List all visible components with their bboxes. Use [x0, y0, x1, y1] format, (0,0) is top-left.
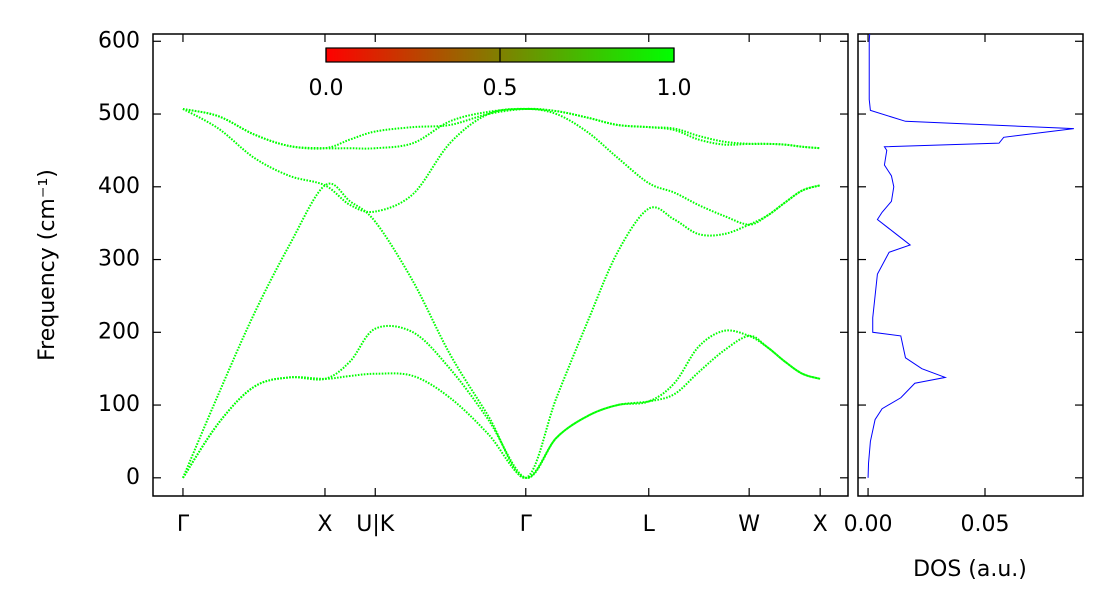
x-axis-label: DOS (a.u.) [913, 557, 1027, 582]
x-tick-label: L [643, 512, 656, 537]
y-tick-label: 200 [98, 319, 140, 344]
band-line [182, 107, 821, 226]
band-line [182, 182, 821, 479]
y-tick-label: 600 [98, 28, 140, 53]
band-frame [152, 33, 849, 497]
x-tick-label: U|K [356, 512, 395, 537]
colorbar-tick-label: 1.0 [657, 76, 692, 101]
band-line [182, 107, 821, 150]
y-tick-label: 100 [98, 392, 140, 417]
dos-x-tick-label: 0.05 [961, 512, 1010, 537]
dos-line [867, 33, 1074, 478]
y-tick-label: 500 [98, 101, 140, 126]
y-tick-label: 300 [98, 247, 140, 272]
colorbar-tick-label: 0.5 [483, 76, 518, 101]
x-tick-label: Γ [520, 512, 533, 537]
y-axis-label: Frequency (cm⁻¹) [35, 169, 60, 361]
colorbar-tick-label: 0.0 [309, 76, 344, 101]
x-tick-label: X [317, 512, 332, 537]
y-tick-label: 400 [98, 174, 140, 199]
dos-x-tick-label: 0.00 [844, 512, 893, 537]
x-tick-label: W [738, 512, 760, 537]
dos-frame [857, 33, 1084, 497]
y-tick-label: 0 [126, 465, 140, 490]
x-tick-label: X [813, 512, 828, 537]
band-line [182, 334, 821, 479]
x-tick-label: Γ [177, 512, 190, 537]
band-line [182, 324, 821, 479]
